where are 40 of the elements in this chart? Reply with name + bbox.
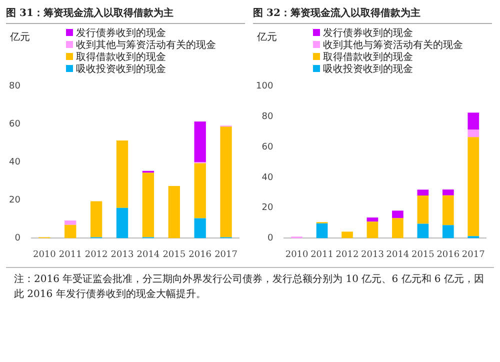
legend-label: 收到其他与筹资活动有关的现金 xyxy=(75,40,217,52)
x-tick-label: 2017 xyxy=(462,250,486,260)
x-tick-label: 2011 xyxy=(58,250,82,260)
x-tick-label: 2014 xyxy=(386,250,410,260)
text: 注：2016 年受证监会批准，分三期向外界发行公司债券，发行总额分别为 10 亿元、6 亿元和 6 亿元，因此 2016 年发行债券收到的现金大幅提升。 xyxy=(14,272,485,302)
legend-label: 吸收投资收到的现金 xyxy=(322,64,414,76)
x-tick-label: 2013 xyxy=(110,250,134,260)
chart-title: 图 32：筹资现金流入以取得借款为主 xyxy=(253,6,492,24)
x-tick-label: 2014 xyxy=(136,250,160,260)
x-tick-label: 2012 xyxy=(336,250,359,260)
x-tick-label: 2010 xyxy=(32,250,56,260)
y-tick-label: 20 xyxy=(262,203,274,214)
legend-label: 发行债券收到的现金 xyxy=(75,28,167,40)
x-tick-label: 2017 xyxy=(214,250,238,260)
x-tick-label: 2015 xyxy=(411,250,435,260)
y-axis-title: 亿元 xyxy=(257,31,277,44)
y-tick-label: 60 xyxy=(9,120,21,130)
y-tick-label: 20 xyxy=(9,196,21,206)
y-tick-label: 80 xyxy=(262,112,274,122)
chart-title: 图 31：筹资现金流入以取得借款为主 xyxy=(6,6,245,24)
x-tick-label: 2011 xyxy=(310,250,334,260)
x-tick-label: 2015 xyxy=(162,250,186,260)
y-tick-label: 40 xyxy=(9,158,21,168)
y-tick-label: 60 xyxy=(262,142,274,152)
legend-label: 取得借款收到的现金 xyxy=(75,52,167,64)
y-tick-label: 80 xyxy=(9,82,21,92)
y-tick-label: 0 xyxy=(267,234,274,244)
x-tick-label: 2012 xyxy=(84,250,108,260)
y-tick-label: 40 xyxy=(262,172,274,183)
x-tick-label: 2016 xyxy=(436,250,460,260)
y-tick-label: 100 xyxy=(256,82,274,92)
legend-label: 取得借款收到的现金 xyxy=(322,52,414,64)
y-axis-title: 亿元 xyxy=(10,31,30,44)
y-tick-label: 0 xyxy=(14,234,21,244)
legend-label: 发行债券收到的现金 xyxy=(322,28,414,40)
legend-label: 收到其他与筹资活动有关的现金 xyxy=(322,40,464,52)
x-tick-label: 2016 xyxy=(188,250,212,260)
x-tick-label: 2010 xyxy=(285,250,309,260)
x-tick-label: 2013 xyxy=(361,250,384,260)
legend-label: 吸收投资收到的现金 xyxy=(75,64,167,76)
